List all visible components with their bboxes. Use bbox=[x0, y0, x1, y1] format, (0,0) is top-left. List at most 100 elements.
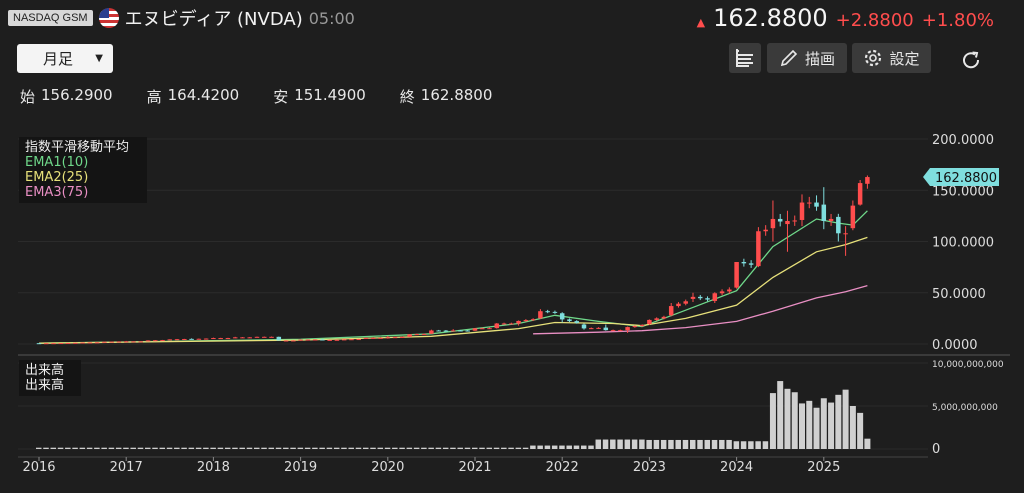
candle-body bbox=[276, 336, 282, 341]
candle-body bbox=[123, 341, 129, 343]
candle-body bbox=[87, 342, 93, 344]
candle-body bbox=[138, 341, 143, 343]
open-label: 始 bbox=[20, 88, 36, 106]
volume-legend: 出来高 出来高 bbox=[19, 360, 81, 396]
candle-body bbox=[160, 340, 165, 342]
volume-bar bbox=[326, 447, 333, 449]
volume-bar bbox=[777, 381, 784, 449]
volume-bar bbox=[392, 447, 398, 449]
volume-legend-sub: 出来高 bbox=[25, 378, 65, 393]
candle-body bbox=[741, 262, 747, 264]
ema-legend-title: 指数平滑移動平均 bbox=[25, 140, 130, 155]
last-price: 162.8800 bbox=[713, 4, 828, 32]
candle-body bbox=[291, 340, 296, 342]
volume-bar bbox=[522, 447, 529, 449]
candle-body bbox=[80, 342, 85, 344]
time-tick-label: 2024 bbox=[720, 460, 753, 475]
volume-bar bbox=[573, 445, 580, 449]
time-tick-label: 2025 bbox=[807, 460, 840, 475]
volume-bar bbox=[108, 447, 115, 449]
up-arrow-icon: ▲ bbox=[696, 16, 706, 29]
volume-bar bbox=[413, 447, 420, 449]
candle-body bbox=[182, 339, 187, 341]
volume-bar bbox=[762, 441, 769, 449]
caret-down-icon: ▼ bbox=[95, 53, 103, 64]
ema3-line bbox=[533, 284, 868, 335]
candle-body bbox=[719, 291, 725, 294]
refresh-button[interactable] bbox=[960, 49, 984, 73]
volume-bar bbox=[857, 412, 864, 449]
volume-bar bbox=[115, 447, 122, 449]
settings-button[interactable]: 設定 bbox=[852, 43, 931, 73]
ema1-legend: EMA1(10) bbox=[25, 155, 89, 170]
candle-body bbox=[770, 218, 776, 229]
volume-bar bbox=[631, 439, 638, 449]
ema2-legend: EMA2(25) bbox=[25, 170, 89, 185]
candle-body bbox=[240, 337, 245, 339]
time-tick-label: 2018 bbox=[197, 460, 230, 475]
candle-body bbox=[116, 341, 122, 343]
candle-body bbox=[51, 343, 56, 345]
last-price-tag-shape bbox=[923, 168, 999, 187]
candle-body bbox=[603, 327, 609, 331]
list-button[interactable] bbox=[729, 43, 761, 73]
volume-bar bbox=[239, 447, 245, 449]
candle-body bbox=[356, 339, 361, 341]
price-change: +2.8800 bbox=[835, 10, 914, 31]
volume-bars bbox=[36, 381, 871, 449]
volume-tick-label: 0 bbox=[932, 442, 940, 457]
candle-body bbox=[748, 263, 754, 265]
volume-bar bbox=[333, 447, 340, 449]
candle-body bbox=[131, 341, 136, 343]
volume-bar bbox=[36, 447, 42, 449]
candle-body bbox=[567, 319, 572, 322]
candle-body bbox=[450, 330, 456, 332]
volume-bar bbox=[355, 447, 362, 449]
volume-bar bbox=[181, 447, 187, 449]
close-label: 終 bbox=[399, 88, 415, 106]
refresh-icon bbox=[963, 51, 980, 69]
volume-bar bbox=[290, 447, 296, 449]
candle-body bbox=[552, 311, 558, 313]
candle-body bbox=[589, 328, 594, 330]
candle-body bbox=[632, 326, 638, 328]
candle-body bbox=[574, 321, 579, 323]
period-select[interactable]: 月足 ▼ bbox=[17, 44, 113, 73]
volume-bar bbox=[399, 447, 405, 449]
candle-body bbox=[443, 330, 449, 332]
time-tick-label: 2020 bbox=[371, 460, 404, 475]
volume-bar bbox=[581, 445, 587, 449]
volume-bar bbox=[79, 447, 86, 449]
volume-bar bbox=[457, 447, 463, 449]
candle-body bbox=[792, 220, 797, 222]
volume-bar bbox=[203, 447, 209, 449]
price-axis-ticks: 200.0000 150.0000 100.0000 50.0000 0.0000 bbox=[932, 133, 994, 353]
volume-bar bbox=[515, 447, 522, 449]
quote-time: 05:00 bbox=[308, 8, 355, 28]
volume-bar bbox=[130, 447, 136, 449]
candle-body bbox=[262, 336, 267, 338]
candle-body bbox=[392, 337, 398, 339]
top-bar: NASDAQ GSM エヌビディア (NVDA) 05:00 bbox=[0, 0, 1024, 36]
candle-body bbox=[581, 324, 587, 329]
candle-body bbox=[698, 296, 703, 299]
price-grid bbox=[18, 138, 1010, 356]
candle-body bbox=[807, 202, 812, 204]
draw-button[interactable]: 描画 bbox=[767, 43, 847, 73]
volume-bar bbox=[501, 447, 507, 449]
volume-bar bbox=[653, 439, 660, 449]
candles bbox=[36, 175, 870, 345]
ema-lines bbox=[38, 210, 868, 344]
candle-body bbox=[756, 231, 761, 267]
ohlc-row: 始 156.2900 高 164.4200 安 151.4900 終 162.8… bbox=[20, 86, 498, 107]
volume-bar bbox=[86, 447, 93, 449]
candle-body bbox=[305, 339, 311, 341]
price-tick-label: 0.0000 bbox=[932, 338, 978, 353]
volume-bar bbox=[479, 447, 485, 449]
price-chart[interactable]: 200.0000 150.0000 100.0000 50.0000 0.0000 10… bbox=[0, 133, 1024, 493]
volume-bar bbox=[740, 441, 747, 449]
volume-axis-ticks: 10,000,000,000 5,000,000,000 0 bbox=[932, 360, 1004, 457]
volume-bar bbox=[166, 447, 173, 449]
candle-body bbox=[421, 333, 427, 335]
candle-body bbox=[167, 339, 173, 341]
